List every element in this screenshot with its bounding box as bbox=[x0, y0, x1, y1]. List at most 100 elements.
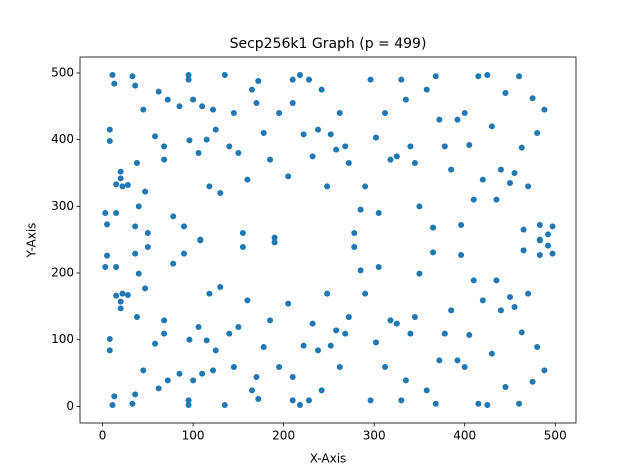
point bbox=[113, 209, 120, 216]
point bbox=[155, 88, 162, 95]
point bbox=[199, 370, 206, 377]
point bbox=[367, 76, 374, 83]
point bbox=[300, 131, 307, 138]
point bbox=[135, 203, 142, 210]
point bbox=[206, 183, 213, 190]
point bbox=[195, 149, 202, 156]
point bbox=[432, 400, 439, 407]
point bbox=[289, 397, 296, 404]
point bbox=[402, 377, 409, 384]
point bbox=[181, 223, 188, 230]
point bbox=[210, 106, 217, 113]
point bbox=[511, 304, 518, 311]
point bbox=[111, 80, 118, 87]
point bbox=[461, 109, 468, 116]
point bbox=[133, 159, 140, 166]
point bbox=[124, 181, 131, 188]
point bbox=[345, 159, 352, 166]
point bbox=[511, 169, 518, 176]
point bbox=[185, 71, 192, 78]
point bbox=[479, 297, 486, 304]
x-tick-label: 100 bbox=[182, 429, 205, 443]
point bbox=[402, 96, 409, 103]
point bbox=[161, 330, 168, 337]
point bbox=[244, 297, 251, 304]
point bbox=[117, 168, 124, 175]
point bbox=[502, 89, 509, 96]
point bbox=[132, 223, 139, 230]
point bbox=[132, 82, 139, 89]
y-tick-label: 200 bbox=[51, 266, 74, 280]
point bbox=[289, 99, 296, 106]
point bbox=[372, 339, 379, 346]
point bbox=[248, 387, 255, 394]
point bbox=[239, 244, 246, 251]
point bbox=[206, 290, 213, 297]
point bbox=[296, 402, 303, 409]
point bbox=[185, 402, 192, 409]
point bbox=[185, 397, 192, 404]
point bbox=[398, 76, 405, 83]
point bbox=[502, 384, 509, 391]
point bbox=[117, 298, 124, 305]
point bbox=[479, 176, 486, 183]
point bbox=[235, 324, 242, 331]
point bbox=[119, 290, 126, 297]
y-tick-label: 300 bbox=[51, 199, 74, 213]
point bbox=[549, 223, 556, 230]
point bbox=[416, 203, 423, 210]
point bbox=[351, 229, 358, 236]
point bbox=[285, 173, 292, 180]
point bbox=[466, 141, 473, 148]
point bbox=[170, 213, 177, 220]
point bbox=[212, 347, 219, 354]
point bbox=[267, 156, 274, 163]
point bbox=[185, 76, 192, 83]
point bbox=[289, 374, 296, 381]
point bbox=[226, 330, 233, 337]
point bbox=[441, 330, 448, 337]
point bbox=[260, 129, 267, 136]
point bbox=[516, 400, 523, 407]
point bbox=[106, 347, 113, 354]
point bbox=[195, 324, 202, 331]
point bbox=[170, 260, 177, 267]
point bbox=[289, 76, 296, 83]
point bbox=[448, 307, 455, 314]
y-tick-label: 100 bbox=[51, 332, 74, 346]
point bbox=[161, 143, 168, 150]
point bbox=[375, 209, 382, 216]
point bbox=[506, 294, 513, 301]
point bbox=[244, 176, 251, 183]
point bbox=[142, 285, 149, 292]
point bbox=[164, 96, 171, 103]
point bbox=[135, 270, 142, 277]
point bbox=[161, 156, 168, 163]
point bbox=[176, 103, 183, 110]
point bbox=[470, 277, 477, 284]
point bbox=[129, 400, 136, 407]
point bbox=[176, 370, 183, 377]
y-axis-label: Y-Axis bbox=[25, 223, 39, 259]
point bbox=[104, 252, 111, 259]
point bbox=[132, 391, 139, 398]
point bbox=[324, 290, 331, 297]
point bbox=[357, 206, 364, 213]
point bbox=[324, 183, 331, 190]
point bbox=[106, 137, 113, 144]
point bbox=[144, 244, 151, 251]
y-tick-label: 400 bbox=[51, 132, 74, 146]
point bbox=[296, 71, 303, 78]
point bbox=[448, 166, 455, 173]
point bbox=[475, 400, 482, 407]
point bbox=[117, 175, 124, 182]
point bbox=[525, 183, 532, 190]
point bbox=[545, 231, 552, 238]
point bbox=[142, 188, 149, 195]
point bbox=[416, 270, 423, 277]
point bbox=[461, 364, 468, 371]
point bbox=[430, 224, 437, 231]
point bbox=[345, 314, 352, 321]
point bbox=[230, 364, 237, 371]
